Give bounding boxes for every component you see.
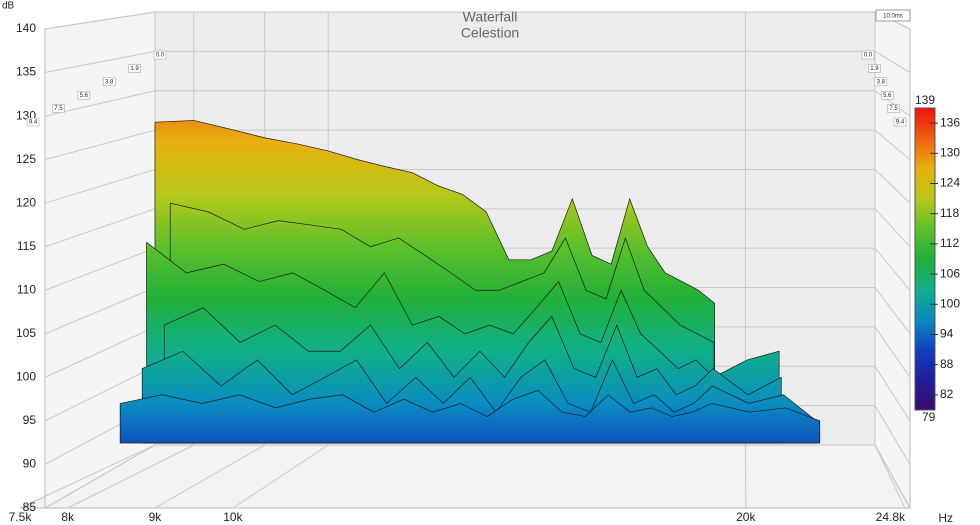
x-unit: Hz [938, 511, 953, 525]
grid-line [874, 90, 911, 117]
y-tick-label: 100 [16, 370, 36, 384]
grid-line [67, 444, 195, 509]
time-label-box [26, 117, 40, 127]
time-label-box [102, 77, 116, 87]
y-tick-label: 90 [23, 457, 37, 471]
time-label-box [893, 117, 907, 127]
grid-line [44, 11, 156, 30]
grid-line [44, 208, 156, 248]
grid-line [44, 326, 156, 378]
time-label: 3.8 [105, 79, 114, 85]
colorbar-tick-label: 118 [940, 206, 959, 220]
grid-line [44, 50, 156, 74]
x-tick-label: 9k [149, 510, 163, 524]
right-wall [874, 11, 911, 510]
time-end: 10.0ms [883, 14, 903, 20]
time-label: 7.5 [54, 106, 63, 112]
grid-line [44, 168, 156, 204]
x-tick-label: 8k [61, 510, 75, 524]
colorbar-tick-label: 130 [940, 145, 960, 159]
grid-line [874, 169, 911, 204]
time-label-box [887, 104, 900, 113]
y-tick-label: 105 [16, 326, 36, 340]
grid-line [874, 405, 911, 465]
x-tick-label: 24.8k [876, 510, 906, 524]
grid-line [44, 247, 156, 291]
grid-line [874, 366, 911, 422]
grid-line [874, 287, 911, 335]
y-tick-label: 125 [16, 152, 36, 166]
grid-line [44, 444, 156, 509]
grid-line [874, 247, 911, 291]
floor [19, 444, 911, 509]
grid-line [874, 129, 911, 161]
grid-line [874, 50, 911, 73]
time-label: 5.6 [80, 93, 89, 99]
colorbar-tick-label: 124 [940, 176, 960, 190]
grid-line [874, 444, 906, 509]
waterfall-slice [119, 390, 821, 444]
time-label: 9.4 [896, 120, 905, 126]
colorbar-tick-label: 88 [940, 357, 954, 371]
time-label-box [880, 90, 894, 100]
grid-line [874, 208, 911, 248]
colorbar-min: 79 [922, 410, 936, 424]
y-tick-label: 140 [16, 21, 36, 35]
chart-subtitle: Celestion [461, 25, 519, 41]
x-tick-label: 7.5k [9, 510, 33, 524]
colorbar-tick-label: 136 [940, 115, 960, 129]
time-label: 0.0 [864, 53, 873, 59]
y-tick-label: 135 [16, 65, 36, 79]
time-label: 0.0 [156, 53, 165, 59]
y-unit: dB [2, 1, 15, 12]
colorbar-tick-label: 94 [940, 327, 954, 341]
grid-line [874, 326, 911, 378]
colorbar-tick-label: 82 [940, 387, 954, 401]
x-tick-label: 10k [223, 510, 243, 524]
y-tick-label: 115 [17, 239, 36, 253]
grid-line [44, 365, 156, 422]
grid-line [44, 129, 156, 161]
time-label-box [153, 50, 167, 60]
y-tick-label: 110 [17, 282, 36, 296]
time-label-box [77, 90, 91, 100]
time-label: 9.4 [29, 120, 38, 126]
time-label-box [868, 64, 881, 73]
grid-line [19, 444, 156, 509]
time-label: 3.8 [877, 79, 886, 85]
y-tick-label: 95 [23, 413, 37, 427]
time-label: 1.9 [130, 66, 139, 72]
grid-line [154, 444, 266, 509]
colorbar-tick-label: 106 [940, 266, 960, 280]
colorbar-tick-label: 100 [940, 296, 960, 310]
time-label-box [861, 50, 875, 60]
colorbar-max: 139 [915, 93, 935, 107]
y-tick-label: 120 [16, 195, 36, 209]
time-label: 5.6 [883, 93, 892, 99]
grid-line [232, 444, 329, 509]
chart-title: Waterfall [463, 9, 518, 25]
time-label: 7.5 [889, 106, 898, 112]
x-tick-label: 20k [736, 510, 756, 524]
grid-line [44, 287, 156, 335]
time-label-box [128, 64, 141, 73]
time-label: 1.9 [870, 66, 879, 72]
colorbar-tick-label: 112 [940, 236, 959, 250]
time-label-box [874, 77, 888, 87]
y-tick-label: 85 [23, 500, 37, 514]
time-label-box [52, 104, 65, 113]
grid-line [874, 444, 911, 509]
time-end-box [875, 9, 911, 22]
